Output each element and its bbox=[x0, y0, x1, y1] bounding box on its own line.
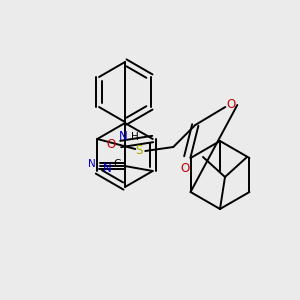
Text: N: N bbox=[88, 159, 96, 169]
Text: C: C bbox=[113, 159, 120, 169]
Text: O: O bbox=[181, 163, 190, 176]
Text: H: H bbox=[131, 132, 139, 142]
Text: S: S bbox=[136, 145, 143, 158]
Text: O: O bbox=[227, 98, 236, 110]
Text: O: O bbox=[106, 137, 115, 151]
Text: N: N bbox=[118, 130, 127, 143]
Text: N: N bbox=[103, 163, 112, 176]
